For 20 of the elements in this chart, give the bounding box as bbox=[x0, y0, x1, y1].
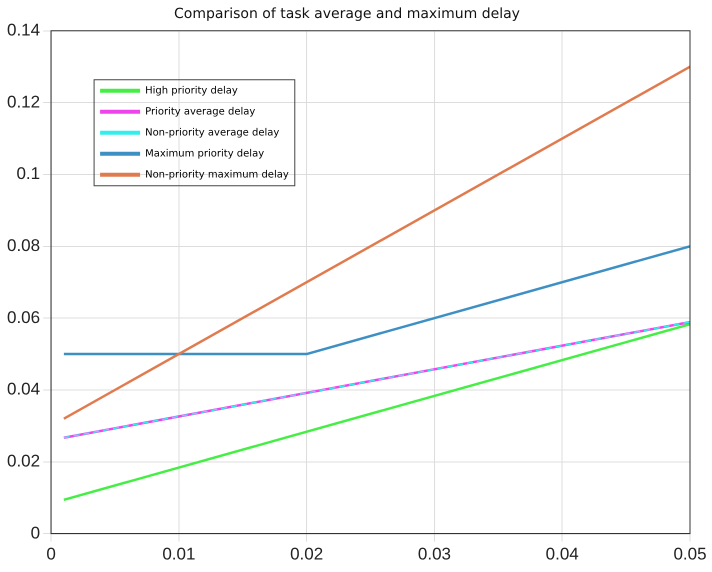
x-tick-label: 0.05 bbox=[673, 544, 707, 564]
x-tick-label: 0 bbox=[46, 544, 56, 564]
y-tick-label: 0 bbox=[30, 523, 40, 542]
legend-label: High priority delay bbox=[145, 85, 238, 96]
y-tick-label: 0.06 bbox=[6, 308, 40, 327]
legend-label: Priority average delay bbox=[145, 106, 256, 118]
x-tick-label: 0.01 bbox=[162, 544, 196, 564]
x-tick-label: 0.04 bbox=[546, 544, 579, 564]
y-tick-label: 0.04 bbox=[6, 380, 40, 399]
y-tick-label: 0.02 bbox=[6, 451, 40, 470]
legend-label: Non-priority maximum delay bbox=[145, 169, 289, 180]
legend-label: Non-priority average delay bbox=[145, 127, 280, 138]
x-tick-label: 0.02 bbox=[290, 544, 324, 564]
chart-title: Comparison of task average and maximum delay bbox=[174, 6, 520, 22]
y-tick-label: 0.14 bbox=[6, 20, 40, 40]
legend-label: Maximum priority delay bbox=[145, 148, 264, 160]
x-tick-label: 0.03 bbox=[418, 544, 451, 564]
y-tick-label: 0.08 bbox=[6, 236, 40, 255]
y-tick-label: 0.12 bbox=[6, 92, 40, 112]
y-tick-label: 0.1 bbox=[16, 164, 40, 184]
